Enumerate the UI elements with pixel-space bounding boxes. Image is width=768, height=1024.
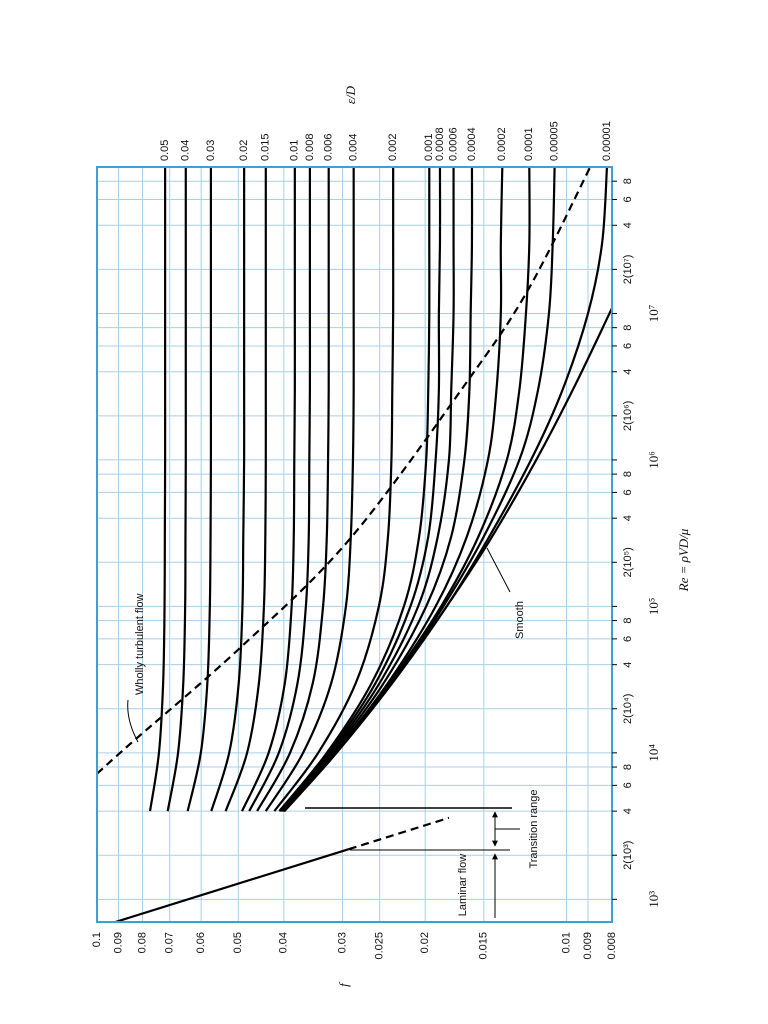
x-tick-label: 6: [622, 343, 634, 349]
curve-label: 0.0002: [496, 127, 508, 161]
x-tick-label: 2(10³): [622, 841, 634, 870]
x-tick-label: 6: [622, 489, 634, 495]
x-tick-label: 10⁶: [646, 451, 661, 469]
y-tick-label: 0.025: [374, 932, 386, 960]
y-tick-label: 0.02: [419, 932, 431, 953]
y-tick-label: 0.08: [136, 932, 148, 953]
y-tick-label: 0.09: [112, 932, 124, 953]
curve-label: 0.002: [387, 133, 399, 161]
x-tick-label: 2(10⁵): [622, 547, 634, 577]
curve-label: 0.00001: [601, 121, 613, 161]
curve-label: 0.00005: [549, 121, 561, 161]
plot-frame: [96, 166, 613, 923]
curve-label: 0.001: [423, 133, 435, 161]
x-tick-label: 8: [622, 618, 634, 624]
curve-label: 0.0006: [447, 127, 459, 161]
x-tick-label: 8: [622, 178, 634, 184]
curve-label: Smooth: [514, 601, 526, 639]
curve-label: 0.04: [180, 140, 192, 161]
curve: [224, 167, 267, 812]
x-tick-label: 8: [622, 471, 634, 477]
x-tick-label: 4: [622, 369, 634, 375]
x-tick-label: 6: [622, 636, 634, 642]
curve: [166, 167, 187, 812]
curve: [256, 167, 330, 812]
curve-segment: [115, 848, 350, 922]
curve-label: 0.004: [348, 133, 360, 161]
x-tick-label: 10⁷: [646, 305, 661, 323]
x-tick-label: 8: [622, 764, 634, 770]
curve-label: 0.02: [238, 140, 250, 161]
curve-label: 0.0001: [523, 127, 535, 161]
y-tick-label: 0.04: [278, 932, 290, 953]
x-tick-label: 10³: [646, 891, 661, 908]
y-tick-label: 0.07: [164, 932, 176, 953]
y-tick-label: 0.03: [336, 932, 348, 953]
y-axis-title: f: [336, 981, 351, 987]
x-tick-label: 10⁵: [646, 598, 661, 616]
curve-label: Wholly turbulent flow: [134, 593, 146, 695]
y-tick-label: 0.1: [91, 932, 103, 947]
smooth-leader: [486, 547, 511, 593]
curve-label: 0.05: [159, 140, 171, 161]
x-tick-label: 10⁴: [646, 744, 661, 762]
curve-label: Laminar flow: [457, 854, 469, 916]
y-tick-label: 0.009: [582, 932, 594, 960]
curve-label: 0.01: [289, 140, 301, 161]
y-tick-label: 0.015: [478, 932, 490, 960]
x-tick-label: 2(10⁷): [622, 255, 634, 285]
curve: [241, 167, 296, 812]
curve-label: 0.008: [304, 133, 316, 161]
x-tick-label: 6: [622, 196, 634, 202]
curve: [210, 167, 246, 812]
x-tick-label: 2(10⁶): [622, 401, 634, 431]
y-tick-label: 0.008: [606, 932, 618, 960]
curve: [97, 167, 592, 775]
legend-title: ε/D: [343, 85, 358, 104]
curve-label: 0.0008: [434, 127, 446, 161]
x-tick-label: 4: [622, 662, 634, 668]
curve: [148, 167, 167, 812]
x-tick-label: 6: [622, 782, 634, 788]
curve: [186, 167, 213, 812]
x-axis-title: Re = ρVD/μ: [676, 528, 691, 592]
curve: [281, 167, 474, 812]
y-tick-label: 0.01: [560, 932, 572, 953]
curve: [278, 167, 431, 812]
curve-label: 0.0004: [466, 127, 478, 161]
curve: [248, 167, 312, 812]
curves: [97, 167, 612, 922]
curve: [283, 305, 612, 812]
x-tick-label: 4: [622, 222, 634, 228]
x-tick-label: 4: [622, 808, 634, 814]
curve: [273, 167, 395, 812]
x-tick-label: 2(10⁴): [622, 694, 634, 724]
x-tick-label: 4: [622, 515, 634, 521]
y-tick-label: 0.06: [195, 932, 207, 953]
turbulent-leader: [127, 699, 139, 743]
y-tick-label: 0.05: [232, 932, 244, 953]
annotation: Transition range: [528, 789, 540, 868]
x-tick-label: 8: [622, 325, 634, 331]
curve: [279, 167, 442, 812]
curve: [280, 167, 455, 812]
curve-label: 0.03: [205, 140, 217, 161]
curve: [264, 167, 355, 812]
curve-label: 0.006: [323, 133, 335, 161]
curve-segment: [348, 816, 450, 851]
curve-label: 0.015: [260, 133, 272, 161]
